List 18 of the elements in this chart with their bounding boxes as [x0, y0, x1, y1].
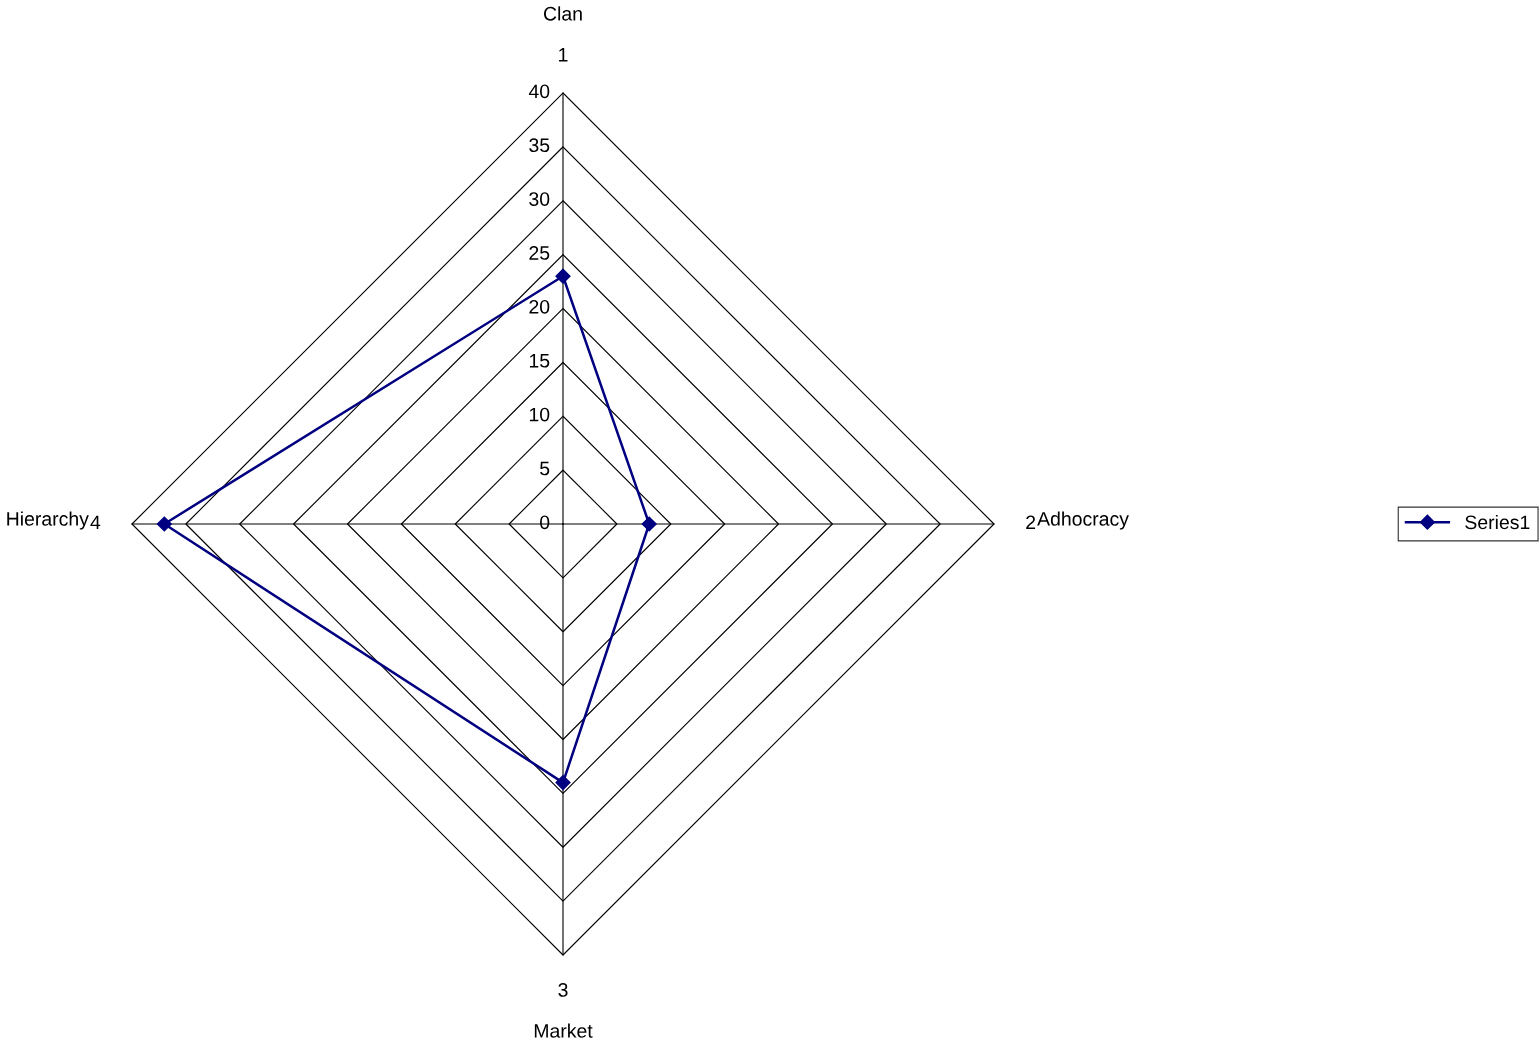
y-tick-label: 30 — [529, 192, 550, 206]
spoke-label: 1 — [559, 48, 568, 62]
spoke-label: 4 — [90, 515, 101, 530]
y-tick-label: 35 — [529, 138, 550, 153]
y-tick-label: 20 — [529, 299, 550, 314]
y-tick-label: 5 — [540, 461, 550, 476]
y-tick-label: 25 — [529, 246, 550, 260]
y-tick-label: 10 — [529, 407, 550, 422]
y-tick-label: 40 — [528, 84, 550, 99]
text: Adhocracy — [1037, 511, 1129, 530]
text: Market — [534, 1023, 593, 1038]
spoke-label: 3 — [558, 983, 568, 997]
legend-label: Series1 — [1465, 514, 1530, 530]
spoke-label: 2 — [1026, 515, 1036, 530]
y-tick-label: 15 — [529, 354, 550, 368]
y-tick-label: 0 — [540, 515, 550, 530]
text: Clan — [543, 6, 582, 21]
text: Hierarchy — [7, 511, 89, 530]
